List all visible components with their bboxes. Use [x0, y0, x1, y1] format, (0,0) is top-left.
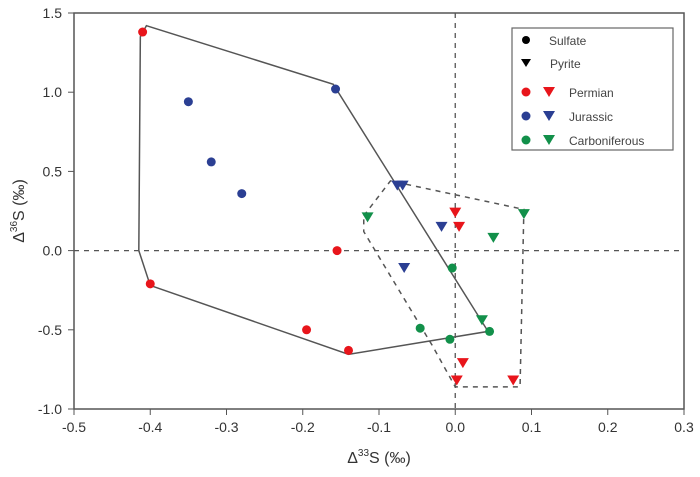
envelopes [138, 24, 525, 388]
carboniferous-pyrite-point [475, 315, 488, 326]
y-tick-label: 0.5 [43, 163, 63, 179]
x-axis-label: Δ33S (‰) [347, 448, 411, 467]
legend-circle-icon [521, 111, 531, 121]
x-tick-label: 0.2 [598, 419, 618, 435]
reference-lines [74, 13, 684, 409]
legend-circle-icon [521, 87, 531, 97]
permian-sulfate-point [302, 325, 312, 335]
legend: Sulfate Pyrite Permian Jurassic Carbonifer… [511, 27, 674, 151]
legend-circle-icon [522, 36, 530, 44]
permian-pyrite-point [450, 375, 463, 386]
carboniferous-sulfate-point [415, 323, 425, 333]
carboniferous-pyrite-point [487, 232, 500, 243]
jurassic-pyrite-point [396, 180, 409, 191]
jurassic-sulfate-point [237, 189, 247, 199]
jurassic-sulfate-point [183, 97, 193, 107]
legend-permian: Permian [569, 86, 614, 100]
x-tick-label: -0.5 [62, 419, 86, 435]
carboniferous-sulfate-point [485, 326, 495, 336]
legend-triangle-icon [543, 111, 555, 121]
x-tick-label: -0.4 [138, 419, 162, 435]
permian-pyrite-point [453, 221, 466, 232]
x-tick-label: 0.0 [446, 419, 466, 435]
legend-circle-icon [521, 135, 531, 145]
legend-triangle-icon [543, 135, 555, 145]
permian-sulfate-point [145, 279, 155, 289]
permian-pyrite-point [507, 375, 520, 386]
permian-pyrite-point [449, 207, 462, 218]
jurassic-pyrite-point [435, 221, 448, 232]
x-tick-label: -0.1 [367, 419, 391, 435]
y-axis-label: Δ36S (‰) [9, 179, 28, 243]
jurassic-sulfate-point [206, 157, 216, 167]
solid-envelope [138, 24, 490, 356]
permian-sulfate-point [332, 246, 342, 256]
x-tick-label: -0.3 [214, 419, 238, 435]
legend-triangle-icon [543, 87, 555, 97]
y-tick-label: -1.0 [38, 401, 62, 417]
y-tick-label: 0.0 [43, 243, 63, 259]
x-tick-label: -0.2 [291, 419, 315, 435]
legend-box [511, 27, 674, 151]
data-points [138, 27, 530, 386]
y-tick-label: 1.0 [43, 84, 63, 100]
y-tick-label: -0.5 [38, 322, 62, 338]
permian-sulfate-point [344, 345, 353, 355]
carboniferous-sulfate-point [445, 334, 455, 344]
carboniferous-pyrite-point [517, 209, 530, 220]
permian-sulfate-point [138, 27, 148, 37]
legend-triangle-icon [521, 59, 531, 67]
legend-carboniferous: Carboniferous [569, 134, 644, 148]
legend-jurassic: Jurassic [569, 110, 613, 124]
carboniferous-sulfate-point [447, 263, 457, 273]
x-tick-label: 0.3 [674, 419, 694, 435]
dashed-envelope [363, 180, 525, 388]
axis-ticks: -0.5 -0.4 -0.3 -0.2 -0.1 0.0 0.1 0.2 0.3-1.0-0.5… [38, 5, 694, 435]
permian-pyrite-point [456, 358, 469, 369]
x-tick-label: 0.1 [522, 419, 542, 435]
legend-pyrite: Pyrite [550, 57, 581, 71]
legend-sulfate: Sulfate [549, 34, 587, 48]
carboniferous-pyrite-point [361, 212, 374, 223]
jurassic-pyrite-point [398, 263, 411, 274]
y-tick-label: 1.5 [43, 5, 63, 21]
jurassic-sulfate-point [331, 84, 341, 94]
